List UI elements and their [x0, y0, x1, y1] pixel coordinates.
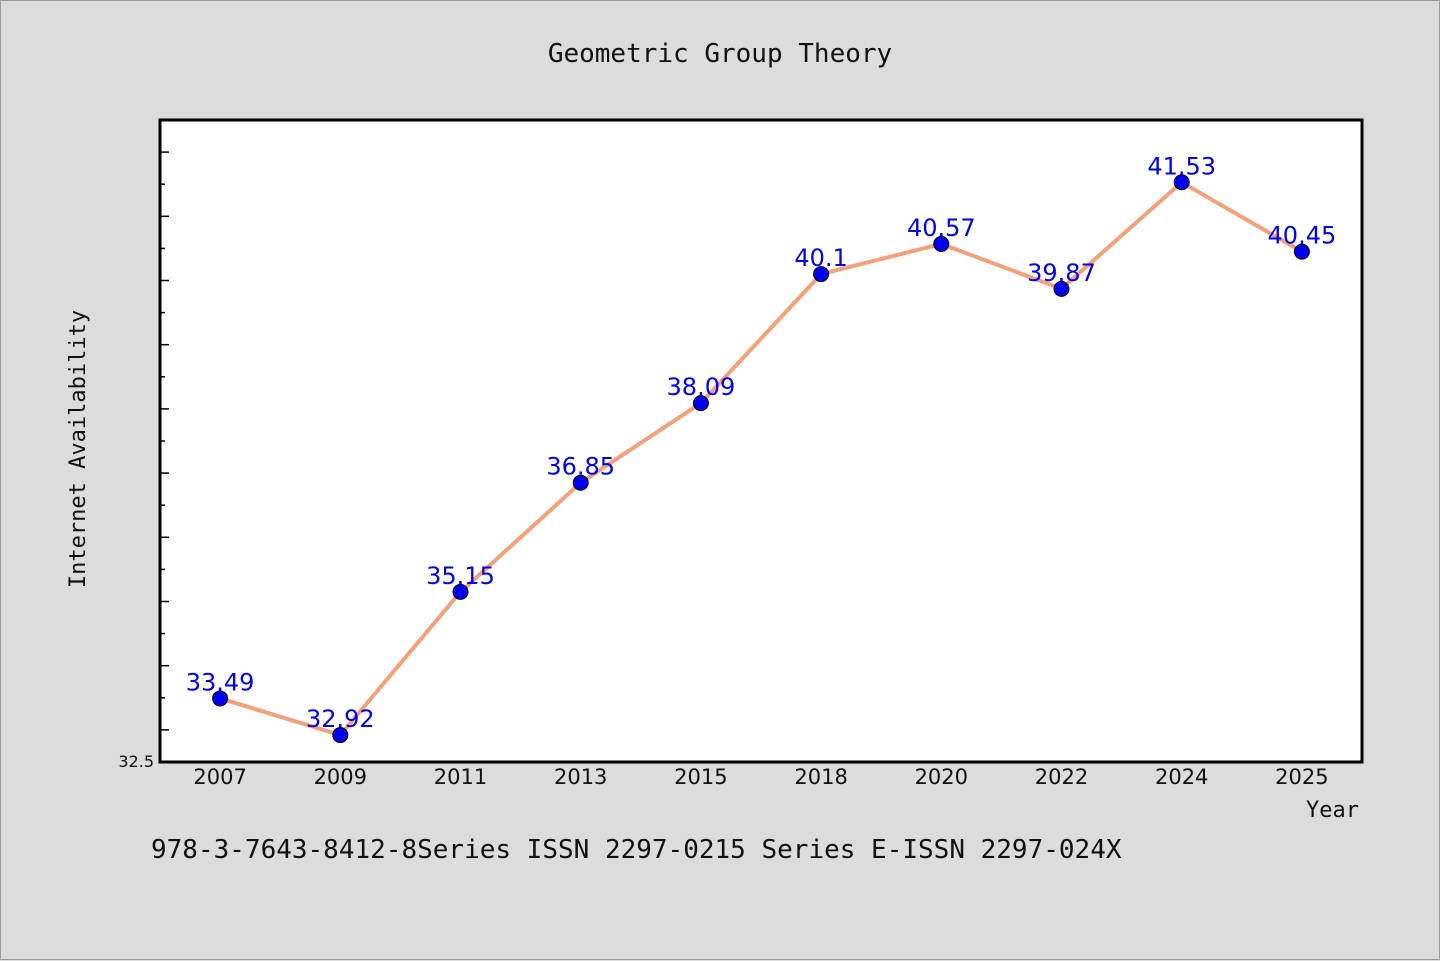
x-tick-label: 2015: [674, 765, 727, 789]
x-tick-label: 2018: [794, 765, 847, 789]
data-label: 33.49: [186, 668, 255, 696]
data-point: [692, 395, 709, 412]
chart-title: Geometric Group Theory: [548, 39, 892, 69]
data-label: 40.1: [794, 244, 847, 272]
y-tick-label-min: 32.5: [118, 752, 154, 771]
series-line: [218, 180, 1304, 737]
data-point: [572, 474, 589, 491]
x-tick-label: 2025: [1275, 765, 1328, 789]
data-point: [452, 583, 469, 600]
data-label: 32.92: [306, 705, 375, 733]
y-axis-ticks: [160, 151, 169, 731]
x-tick-label: 2011: [434, 765, 487, 789]
series-layer: 33.49 32.92 35.15 36.85 38.09 40.1 40.57 39.87 4…: [186, 152, 1337, 744]
x-tick-label: 2007: [193, 765, 246, 789]
data-label: 40.45: [1268, 222, 1337, 250]
data-point: [933, 235, 950, 252]
y-axis-label: Internet Availability: [66, 310, 91, 588]
data-label: 40.57: [907, 214, 976, 242]
data-point: [813, 266, 830, 283]
plot-area: [158, 118, 1364, 764]
data-point: [1173, 174, 1190, 191]
data-label: 38.09: [667, 373, 736, 401]
footer-isbn-text: 978-3-7643-8412-8Series ISSN 2297-0215 S…: [151, 835, 1122, 865]
x-tick-label: 2024: [1155, 765, 1208, 789]
data-label: 36.85: [546, 453, 615, 481]
data-point: [1053, 280, 1070, 297]
data-point: [1293, 243, 1310, 260]
x-axis-label: Year: [1306, 798, 1359, 823]
x-tick-label: 2013: [554, 765, 607, 789]
data-label: 41.53: [1147, 152, 1216, 180]
x-tick-label: 2009: [314, 765, 367, 789]
x-tick-label: 2022: [1035, 765, 1088, 789]
data-label: 39.87: [1027, 259, 1096, 287]
x-tick-labels: 2007 2009 2011 2013 2015 2018 2020 2022 2024 2025: [193, 765, 1328, 789]
data-point: [212, 690, 229, 707]
data-point: [332, 727, 349, 744]
data-label: 35.15: [426, 562, 495, 590]
x-tick-label: 2020: [915, 765, 968, 789]
